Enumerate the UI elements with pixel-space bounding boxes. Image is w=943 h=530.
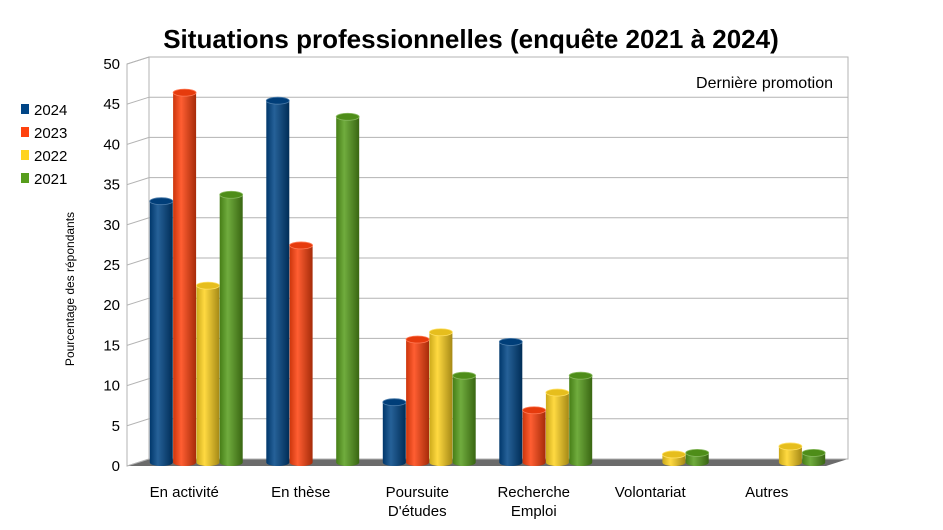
bar xyxy=(172,88,197,467)
bar xyxy=(335,112,360,467)
y-tick-label: 35 xyxy=(103,177,120,194)
bar xyxy=(522,406,546,467)
legend-label: 2022 xyxy=(34,148,67,165)
y-axis-ticks: 0 5 10 15 20 25 30 35 40 45 50 xyxy=(103,56,120,475)
y-tick-label: 30 xyxy=(103,217,120,234)
bar xyxy=(545,388,570,467)
x-axis-categories: En activité En thèse Poursuite D'études Rech… xyxy=(150,484,789,520)
gridline xyxy=(126,257,848,266)
legend-swatch xyxy=(21,173,29,183)
x-category-label: Autres xyxy=(745,484,788,501)
gridline xyxy=(126,217,848,226)
legend-swatch xyxy=(21,104,29,114)
bar xyxy=(195,281,220,467)
y-tick-label: 25 xyxy=(103,257,120,274)
y-tick-label: 45 xyxy=(103,96,120,113)
gridlines xyxy=(126,56,848,467)
y-tick-label: 10 xyxy=(103,378,120,395)
y-tick-label: 40 xyxy=(103,136,120,153)
bar xyxy=(685,448,710,467)
bar xyxy=(289,241,314,467)
legend-label: 2021 xyxy=(34,171,67,188)
bar xyxy=(219,190,244,467)
y-tick-label: 0 xyxy=(112,458,120,475)
chart-title: Situations professionnelles (enquête 202… xyxy=(163,24,779,54)
y-tick-label: 20 xyxy=(103,297,120,314)
legend-item: 2021 xyxy=(21,171,67,188)
legend-item: 2022 xyxy=(21,148,67,165)
gridline xyxy=(126,297,848,306)
gridline xyxy=(126,418,848,427)
bar xyxy=(452,371,477,467)
annotation-label: Dernière promotion xyxy=(696,75,833,92)
bar xyxy=(265,96,290,467)
bar xyxy=(382,398,407,467)
bar xyxy=(149,197,174,467)
gridline xyxy=(126,458,848,467)
bar xyxy=(498,337,523,467)
gridline xyxy=(126,96,848,105)
bar xyxy=(428,328,453,467)
legend-swatch xyxy=(21,127,29,137)
bar xyxy=(778,442,803,467)
bar xyxy=(568,371,593,467)
y-tick-label: 50 xyxy=(103,56,120,73)
legend-label: 2024 xyxy=(34,102,67,119)
x-category-label: Poursuite D'études xyxy=(386,484,449,520)
bar xyxy=(801,448,826,467)
y-tick-label: 5 xyxy=(112,418,120,435)
legend: 2024 2023 2022 2021 xyxy=(21,102,67,188)
gridline xyxy=(126,56,848,65)
legend-swatch xyxy=(21,150,29,160)
y-axis-label: Pourcentage des répondants xyxy=(63,212,77,366)
x-category-label: En activité xyxy=(150,484,219,501)
gridline xyxy=(126,337,848,346)
legend-item: 2023 xyxy=(21,125,67,142)
bar xyxy=(662,450,686,467)
bar xyxy=(405,335,430,467)
gridline xyxy=(126,136,848,145)
x-category-label: Volontariat xyxy=(615,484,687,501)
gridline xyxy=(126,177,848,186)
x-category-label: En thèse xyxy=(271,484,330,501)
legend-item: 2024 xyxy=(21,102,67,119)
x-category-label: Recherche Emploi xyxy=(497,484,570,520)
legend-label: 2023 xyxy=(34,125,67,142)
bars xyxy=(149,88,826,467)
y-tick-label: 15 xyxy=(103,337,120,354)
gridline xyxy=(126,378,848,387)
